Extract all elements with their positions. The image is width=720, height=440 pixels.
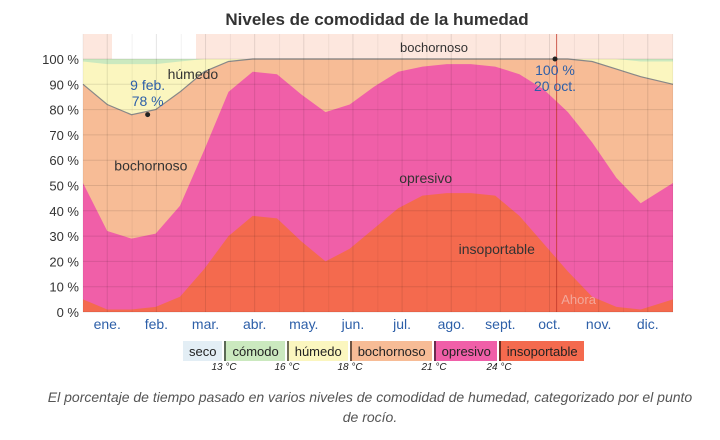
legend-item: húmedo	[286, 341, 348, 361]
y-tick-label: 80 %	[49, 103, 79, 118]
band-label: húmedo	[168, 66, 219, 82]
legend-item: bochornoso	[349, 341, 432, 361]
x-tick-label: nov.	[586, 316, 611, 332]
annotation-value: 20 oct.	[534, 78, 576, 94]
x-tick-label: feb.	[145, 316, 168, 332]
threshold-label: 13 °C	[211, 362, 237, 373]
x-tick-label: dic.	[637, 316, 659, 332]
y-tick-label: 90 %	[49, 77, 79, 92]
grid	[82, 34, 674, 313]
y-tick-label: 20 %	[49, 254, 79, 269]
top-strip-label: bochornoso	[400, 40, 468, 55]
y-tick-label: 40 %	[49, 204, 79, 219]
threshold-label: 16 °C	[274, 362, 300, 373]
threshold-label: 21 °C	[421, 362, 447, 373]
legend-item: seco	[183, 341, 223, 361]
annotation-text: 100 %	[535, 62, 575, 78]
plot-area: bochornoso	[82, 34, 674, 312]
legend-item: insoportable	[498, 341, 584, 361]
annotation-dot	[145, 112, 151, 118]
x-tick-label: jun.	[341, 316, 365, 332]
x-tick-label: sept.	[485, 316, 515, 332]
bochornoso-boundary	[82, 58, 674, 116]
annotation-value: 78 %	[132, 93, 164, 109]
now-label: Ahora	[561, 292, 596, 307]
y-tick-label: 70 %	[49, 128, 79, 143]
annotation-dot	[552, 56, 558, 62]
annotation-text: 9 feb.	[130, 77, 165, 93]
y-tick-label: 0 %	[57, 305, 80, 320]
chart-caption: El porcentaje de tiempo pasado en varios…	[47, 389, 693, 425]
y-tick-label: 10 %	[49, 280, 79, 295]
x-tick-label: mar.	[192, 316, 219, 332]
humidity-comfort-chart: Niveles de comodidad de la humedad bocho…	[42, 10, 674, 332]
x-axis: ene. feb. mar. abr. may. jun. jul. ago. sept. oct…	[94, 316, 659, 332]
y-tick-label: 30 %	[49, 229, 79, 244]
x-tick-label: ago.	[438, 316, 465, 332]
legend-item: opresivo	[433, 341, 497, 361]
x-tick-label: abr.	[243, 316, 266, 332]
y-tick-label: 100 %	[42, 52, 79, 67]
top-strip-gap	[112, 34, 196, 59]
dewpoint-thresholds: 13 °C 16 °C 18 °C 21 °C 24 °C	[0, 362, 720, 376]
y-axis: 0 % 10 % 20 % 30 % 40 % 50 % 60 % 70 % 80 % 90 % 1…	[42, 52, 79, 320]
threshold-label: 18 °C	[337, 362, 363, 373]
y-tick-label: 60 %	[49, 153, 79, 168]
x-tick-label: oct.	[538, 316, 561, 332]
chart-title: Niveles de comodidad de la humedad	[225, 10, 528, 29]
band-insoportable	[83, 193, 673, 312]
band-label: bochornoso	[114, 157, 187, 173]
band-labels: Ahora bochornoso húmedo opresivo insoportabl…	[114, 56, 597, 307]
x-tick-label: jul.	[392, 316, 411, 332]
band-label: opresivo	[399, 170, 452, 186]
legend-item: cómodo	[224, 341, 285, 361]
x-tick-label: ene.	[94, 316, 121, 332]
threshold-label: 24 °C	[486, 362, 512, 373]
y-tick-label: 50 %	[49, 179, 79, 194]
legend: seco cómodo húmedo bochornoso opresivo insopo…	[183, 341, 584, 361]
x-tick-label: may.	[289, 316, 318, 332]
band-label: insoportable	[459, 241, 535, 257]
